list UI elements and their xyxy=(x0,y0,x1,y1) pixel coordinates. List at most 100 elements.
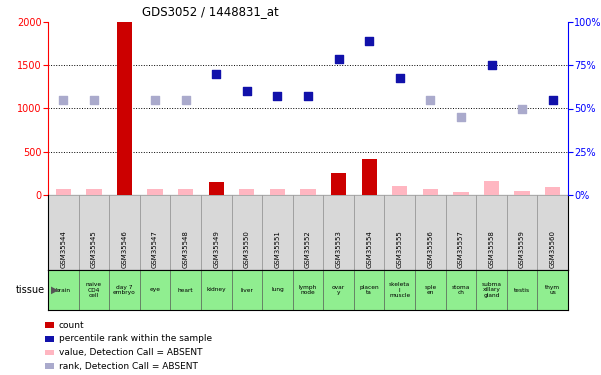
Bar xyxy=(48,195,79,270)
Text: stoma
ch: stoma ch xyxy=(452,285,470,295)
Text: ▶: ▶ xyxy=(51,285,58,295)
Text: naive
CD4
cell: naive CD4 cell xyxy=(86,282,102,298)
Text: GSM35547: GSM35547 xyxy=(152,231,158,268)
Text: GSM35557: GSM35557 xyxy=(458,231,464,268)
Bar xyxy=(514,190,529,195)
Bar xyxy=(476,195,507,270)
Point xyxy=(181,97,191,103)
Text: testis: testis xyxy=(514,288,530,292)
Text: brain: brain xyxy=(56,288,71,292)
Text: thym
us: thym us xyxy=(545,285,560,295)
Bar xyxy=(484,181,499,195)
Bar xyxy=(44,336,54,342)
Bar xyxy=(239,189,254,195)
Bar xyxy=(86,189,102,195)
Text: GDS3052 / 1448831_at: GDS3052 / 1448831_at xyxy=(142,5,279,18)
Text: placen
ta: placen ta xyxy=(359,285,379,295)
Text: eye: eye xyxy=(150,288,160,292)
Point xyxy=(426,97,435,103)
Text: day 7
embryо: day 7 embryо xyxy=(113,285,136,295)
Text: GSM35546: GSM35546 xyxy=(121,231,127,268)
Bar xyxy=(415,270,446,310)
Text: count: count xyxy=(59,321,85,330)
Text: tissue: tissue xyxy=(16,285,45,295)
Point xyxy=(395,75,404,81)
Bar xyxy=(209,182,224,195)
Text: GSM35552: GSM35552 xyxy=(305,231,311,268)
Bar xyxy=(262,195,293,270)
Bar xyxy=(44,322,54,328)
Text: sple
en: sple en xyxy=(424,285,436,295)
Point xyxy=(334,56,343,62)
Text: ovar
y: ovar y xyxy=(332,285,345,295)
Bar xyxy=(44,350,54,355)
Text: GSM35560: GSM35560 xyxy=(550,231,556,268)
Bar xyxy=(323,195,354,270)
Text: GSM35559: GSM35559 xyxy=(519,231,525,268)
Text: GSM35544: GSM35544 xyxy=(60,231,66,268)
Text: GSM35553: GSM35553 xyxy=(335,231,341,268)
Point xyxy=(364,39,374,45)
Bar xyxy=(56,189,71,195)
Text: GSM35550: GSM35550 xyxy=(244,231,250,268)
Text: lung: lung xyxy=(271,288,284,292)
Bar xyxy=(476,270,507,310)
Text: lymph
node: lymph node xyxy=(299,285,317,295)
Text: percentile rank within the sample: percentile rank within the sample xyxy=(59,334,212,344)
Bar xyxy=(201,195,231,270)
Text: kidney: kidney xyxy=(206,288,226,292)
Bar xyxy=(201,270,231,310)
Point xyxy=(548,97,558,103)
Bar xyxy=(170,270,201,310)
Bar xyxy=(362,159,377,195)
Bar xyxy=(117,22,132,195)
Point xyxy=(487,62,496,68)
Bar xyxy=(537,270,568,310)
Text: heart: heart xyxy=(178,288,194,292)
Bar xyxy=(453,192,469,195)
Bar xyxy=(147,189,163,195)
Bar xyxy=(109,270,140,310)
Bar xyxy=(537,195,568,270)
Text: GSM35555: GSM35555 xyxy=(397,231,403,268)
Bar xyxy=(44,363,54,369)
Bar xyxy=(140,195,170,270)
Point xyxy=(58,97,68,103)
Bar xyxy=(323,270,354,310)
Text: GSM35554: GSM35554 xyxy=(366,231,372,268)
Point xyxy=(303,93,313,99)
Bar xyxy=(178,189,194,195)
Bar xyxy=(231,195,262,270)
Bar xyxy=(415,195,446,270)
Text: GSM35551: GSM35551 xyxy=(275,231,281,268)
Bar xyxy=(331,173,346,195)
Text: GSM35545: GSM35545 xyxy=(91,231,97,268)
Bar xyxy=(293,270,323,310)
Point xyxy=(517,105,527,111)
Point xyxy=(150,97,160,103)
Bar xyxy=(446,195,476,270)
Bar xyxy=(354,195,385,270)
Point xyxy=(212,71,221,77)
Bar xyxy=(545,187,560,195)
Bar xyxy=(170,195,201,270)
Point xyxy=(89,97,99,103)
Bar xyxy=(270,189,285,195)
Bar xyxy=(79,270,109,310)
Bar xyxy=(79,195,109,270)
Bar xyxy=(507,270,537,310)
Bar xyxy=(300,189,316,195)
Text: GSM35549: GSM35549 xyxy=(213,231,219,268)
Bar xyxy=(293,195,323,270)
Bar xyxy=(446,270,476,310)
Bar xyxy=(262,270,293,310)
Text: value, Detection Call = ABSENT: value, Detection Call = ABSENT xyxy=(59,348,203,357)
Text: liver: liver xyxy=(240,288,253,292)
Text: GSM35558: GSM35558 xyxy=(489,231,495,268)
Point xyxy=(273,93,282,99)
Text: GSM35548: GSM35548 xyxy=(183,231,189,268)
Bar xyxy=(109,195,140,270)
Bar xyxy=(385,270,415,310)
Text: subma
xillary
gland: subma xillary gland xyxy=(481,282,501,298)
Bar xyxy=(392,186,407,195)
